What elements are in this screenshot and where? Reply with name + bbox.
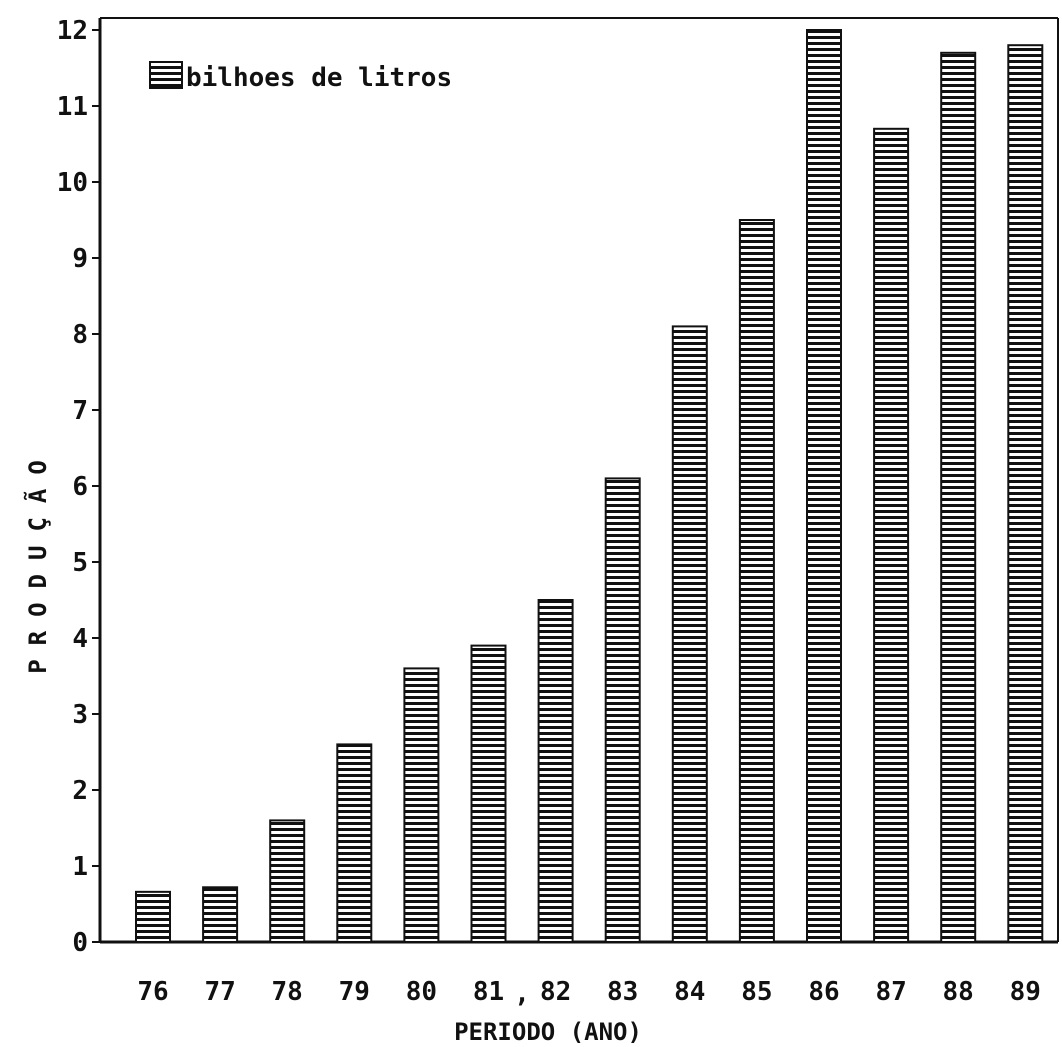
bar-89 bbox=[1007, 44, 1044, 943]
legend-swatch bbox=[149, 61, 183, 89]
y-tick-label: 9 bbox=[72, 244, 88, 274]
y-tick-label: 1 bbox=[72, 852, 88, 882]
y-tick-label: 3 bbox=[72, 700, 88, 730]
bar-88 bbox=[940, 51, 977, 944]
y-axis-title: PRODUÇÃO bbox=[23, 446, 52, 674]
x-tick-label: 87 bbox=[875, 977, 906, 1007]
legend: bilhoes de litros bbox=[149, 61, 452, 93]
bar-83 bbox=[604, 477, 641, 943]
bar-84 bbox=[671, 325, 708, 943]
bar-81 bbox=[470, 644, 507, 943]
y-tick-label: 12 bbox=[57, 16, 88, 46]
bar-87 bbox=[873, 127, 910, 944]
x-tick-label: 81 bbox=[473, 977, 504, 1007]
y-tick-label: 7 bbox=[72, 396, 88, 426]
y-tick-label: 8 bbox=[72, 320, 88, 350]
plot-frame bbox=[98, 17, 1059, 944]
x-tick-label: 89 bbox=[1010, 977, 1041, 1007]
x-tick-label: 88 bbox=[943, 977, 974, 1007]
x-tick-label: 83 bbox=[607, 977, 638, 1007]
x-tick-label: 80 bbox=[406, 977, 437, 1007]
x-tick-label: 78 bbox=[272, 977, 303, 1007]
bar-77 bbox=[202, 886, 239, 944]
x-axis-title: PERIODO (ANO) bbox=[454, 1018, 642, 1046]
bars-group bbox=[135, 29, 1044, 944]
bar-76 bbox=[135, 890, 171, 944]
x-axis-ticks: 76 77 78 79 80 81 82 83 84 85 86 87 88 89, bbox=[137, 977, 1041, 1009]
bar-78 bbox=[269, 819, 306, 944]
y-tick-label: 2 bbox=[72, 776, 88, 806]
y-tick-label: 11 bbox=[57, 92, 88, 122]
x-tick-label: 86 bbox=[808, 977, 839, 1007]
x-tick-label: 79 bbox=[339, 977, 370, 1007]
y-tick-label: 5 bbox=[72, 548, 88, 578]
y-tick-label: 4 bbox=[72, 624, 88, 654]
x-tick-label: 82 bbox=[540, 977, 571, 1007]
bar-82 bbox=[537, 599, 574, 943]
x-tick-label: 84 bbox=[674, 977, 705, 1007]
y-tick-label: 0 bbox=[72, 928, 88, 958]
y-tick-label: 10 bbox=[57, 168, 88, 198]
x-tick-separator: , bbox=[514, 979, 530, 1009]
bar-86 bbox=[806, 29, 842, 943]
bar-85 bbox=[738, 219, 775, 943]
bar-80 bbox=[403, 667, 440, 944]
x-tick-label: 85 bbox=[741, 977, 772, 1007]
bar-79 bbox=[336, 743, 373, 944]
x-tick-label: 77 bbox=[204, 977, 235, 1007]
x-tick-label: 76 bbox=[137, 977, 168, 1007]
legend-label: bilhoes de litros bbox=[186, 63, 452, 93]
y-tick-label: 6 bbox=[72, 472, 88, 502]
